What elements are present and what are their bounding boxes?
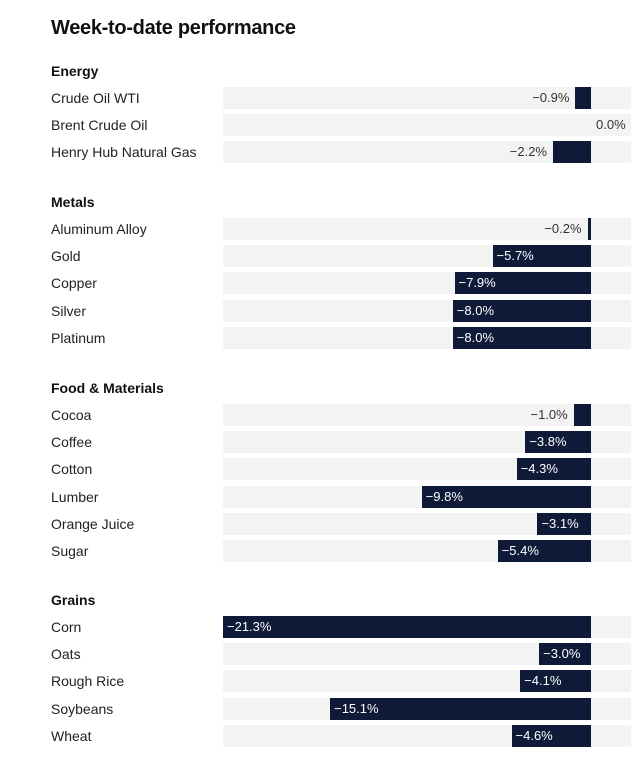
category-label-lumber: Lumber xyxy=(51,488,99,505)
category-label-henry-hub-natural-gas: Henry Hub Natural Gas xyxy=(51,144,197,161)
bar-copper xyxy=(454,272,591,295)
category-label-wheat: Wheat xyxy=(51,727,92,744)
value-label-orange-juice: −3.1% xyxy=(541,515,579,531)
row-background xyxy=(223,404,631,426)
bar-wheat xyxy=(511,724,591,747)
bar-gold xyxy=(492,245,591,268)
row-background xyxy=(223,512,631,535)
category-label-orange-juice: Orange Juice xyxy=(51,515,135,532)
value-label-cotton: −4.3% xyxy=(520,461,558,477)
category-label-sugar: Sugar xyxy=(51,543,89,559)
bar-corn xyxy=(223,616,591,638)
bar-silver xyxy=(452,299,591,322)
group-title-food-and-materials: Food & Materials xyxy=(51,380,164,396)
category-label-corn: Corn xyxy=(51,619,82,635)
bar-coffee xyxy=(525,431,591,454)
value-label-henry-hub-natural-gas: −2.2% xyxy=(509,144,547,160)
category-label-oats: Oats xyxy=(51,646,81,663)
bar-rough-rice xyxy=(520,670,591,693)
value-label-coffee: −3.8% xyxy=(529,434,567,450)
row-background xyxy=(223,218,631,240)
category-label-cocoa: Cocoa xyxy=(51,407,92,423)
value-label-brent-crude-oil: 0.0% xyxy=(596,117,626,133)
category-label-rough-rice: Rough Rice xyxy=(51,673,125,690)
group-title-energy: Energy xyxy=(51,63,99,79)
category-label-gold: Gold xyxy=(51,248,81,265)
bar-sugar xyxy=(497,540,591,562)
bar-cotton xyxy=(516,458,591,481)
row-background xyxy=(223,87,631,109)
row-background xyxy=(223,141,631,164)
value-label-lumber: −9.8% xyxy=(425,488,463,504)
bar-crude-oil-wti xyxy=(575,87,591,109)
bar-orange-juice xyxy=(537,512,591,535)
value-label-cocoa: −1.0% xyxy=(530,407,568,422)
value-label-platinum: −8.0% xyxy=(456,329,495,345)
bar-aluminum-alloy xyxy=(587,218,591,240)
row-background xyxy=(223,643,631,666)
category-label-soybeans: Soybeans xyxy=(51,700,114,717)
bar-henry-hub-natural-gas xyxy=(552,141,591,164)
category-label-copper: Copper xyxy=(51,275,97,292)
value-label-wheat: −4.6% xyxy=(515,727,553,743)
category-label-platinum: Platinum xyxy=(51,329,106,346)
bar-soybeans xyxy=(330,697,591,720)
value-label-sugar: −5.4% xyxy=(501,543,539,558)
value-label-corn: −21.3% xyxy=(227,619,272,634)
bar-oats xyxy=(539,643,591,666)
group-title-grains: Grains xyxy=(51,592,96,608)
row-background xyxy=(223,114,631,137)
category-label-coffee: Coffee xyxy=(51,434,92,451)
value-label-aluminum-alloy: −0.2% xyxy=(544,221,582,236)
value-label-oats: −3.0% xyxy=(543,646,581,662)
category-label-silver: Silver xyxy=(51,302,87,319)
bar-cocoa xyxy=(573,404,591,426)
value-label-gold: −5.7% xyxy=(496,248,534,264)
bar-platinum xyxy=(452,326,591,349)
value-label-crude-oil-wti: −0.9% xyxy=(532,90,570,105)
category-label-crude-oil-wti: Crude Oil WTI xyxy=(51,90,140,106)
category-label-cotton: Cotton xyxy=(51,461,93,478)
value-label-silver: −8.0% xyxy=(456,302,495,318)
bar-lumber xyxy=(421,485,591,508)
category-label-aluminum-alloy: Aluminum Alloy xyxy=(51,221,147,237)
group-title-metals: Metals xyxy=(51,194,95,210)
value-label-soybeans: −15.1% xyxy=(334,700,379,716)
category-label-brent-crude-oil: Brent Crude Oil xyxy=(51,117,148,134)
chart-title: Week-to-date performance xyxy=(51,17,296,39)
value-label-rough-rice: −4.1% xyxy=(524,673,562,689)
value-label-copper: −7.9% xyxy=(458,275,496,291)
